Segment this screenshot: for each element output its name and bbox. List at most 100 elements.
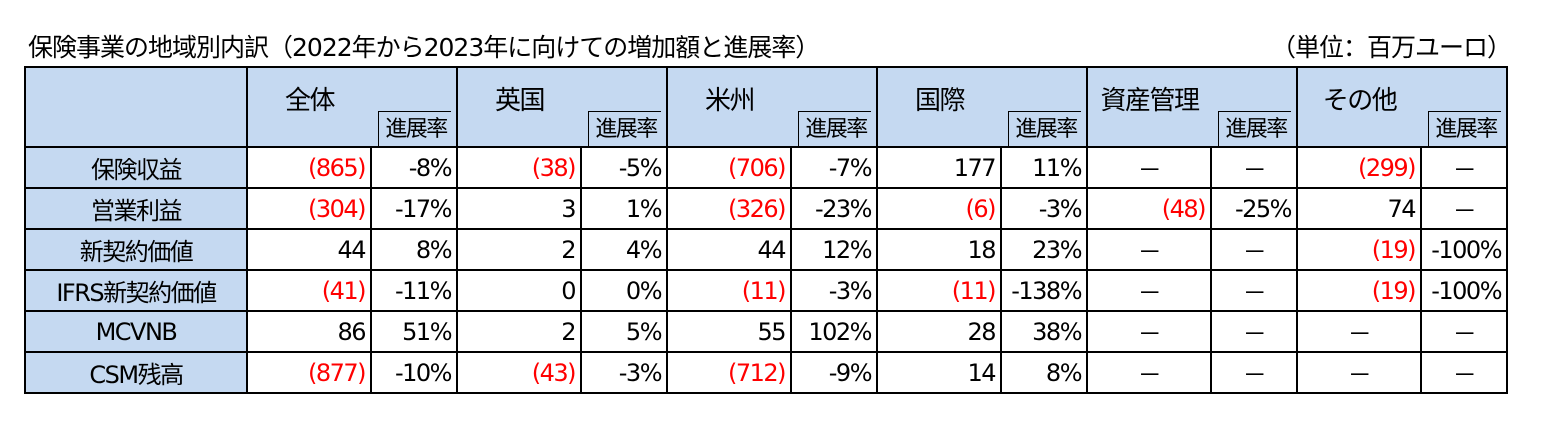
row-label: MCVNB <box>24 310 248 353</box>
value-cell: 55 <box>666 310 792 353</box>
rate-cell: -5% <box>580 146 668 189</box>
rate-cell: － <box>1420 146 1508 189</box>
row-label: 保険収益 <box>24 146 248 189</box>
rate-header-other: 進展率 <box>1421 66 1508 148</box>
value-cell: (712) <box>666 351 792 394</box>
value-cell: － <box>1086 351 1212 394</box>
header-row: 全体 進展率 英国 進展率 米州 進展率 国際 進展率 資産管理 進展率 その他… <box>24 66 1508 148</box>
table-row: MCVNB 86 51% 2 5% 55 102% 28 38% －－－－ <box>24 310 1508 353</box>
value-cell: － <box>1296 351 1422 394</box>
rate-cell: － <box>1420 187 1508 230</box>
value-cell: 2 <box>456 310 582 353</box>
col-header-other: その他 <box>1296 66 1421 148</box>
value-cell: 0 <box>456 269 582 312</box>
value-cell: (304) <box>246 187 372 230</box>
value-cell: (41) <box>246 269 372 312</box>
value-cell: 3 <box>456 187 582 230</box>
rate-cell: － <box>1210 146 1298 189</box>
value-cell: 44 <box>246 228 372 271</box>
rate-cell: － <box>1210 351 1298 394</box>
value-cell: (43) <box>456 351 582 394</box>
row-label: 新契約価値 <box>24 228 248 271</box>
rate-cell: -10% <box>370 351 458 394</box>
rate-cell: -11% <box>370 269 458 312</box>
rate-cell: － <box>1420 310 1508 353</box>
value-cell: 86 <box>246 310 372 353</box>
table-row: 保険収益 (865) -8% (38) -5% (706) -7% 177 11% －－ (299)… <box>24 146 1508 189</box>
col-header-americas: 米州 <box>666 66 791 148</box>
rate-cell: 5% <box>580 310 668 353</box>
col-header-asset-management: 資産管理 <box>1086 66 1211 148</box>
value-cell: (48) <box>1086 187 1212 230</box>
value-cell: (299) <box>1296 146 1422 189</box>
rate-header-americas: 進展率 <box>791 66 878 148</box>
value-cell: (326) <box>666 187 792 230</box>
table-row: CSM残高 (877) -10% (43) -3% (712) -9% 14 8% －－－－ <box>24 351 1508 394</box>
rate-cell: 51% <box>370 310 458 353</box>
rate-cell: -17% <box>370 187 458 230</box>
insurance-region-table: 全体 進展率 英国 進展率 米州 進展率 国際 進展率 資産管理 進展率 その他… <box>24 66 1508 394</box>
value-cell: (706) <box>666 146 792 189</box>
col-header-uk: 英国 <box>456 66 581 148</box>
rate-cell: -8% <box>370 146 458 189</box>
value-cell: (19) <box>1296 228 1422 271</box>
rate-cell: -3% <box>790 269 878 312</box>
rate-header-international: 進展率 <box>1001 66 1088 148</box>
col-header-total: 全体 <box>246 66 371 148</box>
rate-header-label: 進展率 <box>588 111 661 145</box>
value-cell: － <box>1086 310 1212 353</box>
rate-cell: -100% <box>1420 269 1508 312</box>
rate-cell: 8% <box>370 228 458 271</box>
rate-cell: － <box>1210 269 1298 312</box>
rate-cell: -9% <box>790 351 878 394</box>
rate-cell: -100% <box>1420 228 1508 271</box>
value-cell: 18 <box>876 228 1002 271</box>
value-cell: 74 <box>1296 187 1422 230</box>
value-cell: (865) <box>246 146 372 189</box>
value-cell: － <box>1086 269 1212 312</box>
rate-cell: -23% <box>790 187 878 230</box>
row-label: 営業利益 <box>24 187 248 230</box>
value-cell: 177 <box>876 146 1002 189</box>
rate-cell: -3% <box>580 351 668 394</box>
value-cell: － <box>1296 310 1422 353</box>
rate-cell: 12% <box>790 228 878 271</box>
row-label: CSM残高 <box>24 351 248 394</box>
value-cell: (11) <box>666 269 792 312</box>
rate-header-label: 進展率 <box>798 111 871 145</box>
table-title: 保険事業の地域別内訳（2022年から2023年に向けての増加額と進展率） <box>28 33 820 62</box>
rate-cell: 0% <box>580 269 668 312</box>
value-cell: － <box>1086 228 1212 271</box>
rate-header-asset-management: 進展率 <box>1211 66 1298 148</box>
value-cell: 28 <box>876 310 1002 353</box>
unit-label: （単位：百万ユーロ） <box>1270 33 1512 62</box>
value-cell: (38) <box>456 146 582 189</box>
row-label: IFRS新契約価値 <box>24 269 248 312</box>
rate-cell: － <box>1210 310 1298 353</box>
rate-cell: 8% <box>1000 351 1088 394</box>
rate-cell: 11% <box>1000 146 1088 189</box>
corner-cell <box>24 66 248 148</box>
value-cell: 44 <box>666 228 792 271</box>
rate-cell: － <box>1420 351 1508 394</box>
rate-cell: 38% <box>1000 310 1088 353</box>
rate-cell: 23% <box>1000 228 1088 271</box>
rate-header-label: 進展率 <box>378 111 451 145</box>
table-row: 新契約価値 44 8% 2 4% 44 12% 18 23% －－ (19) -100% <box>24 228 1508 271</box>
value-cell: 2 <box>456 228 582 271</box>
value-cell: － <box>1086 146 1212 189</box>
rate-header-label: 進展率 <box>1218 111 1291 145</box>
rate-cell: 1% <box>580 187 668 230</box>
rate-cell: 4% <box>580 228 668 271</box>
rate-cell: -25% <box>1210 187 1298 230</box>
rate-cell: － <box>1210 228 1298 271</box>
rate-cell: -7% <box>790 146 878 189</box>
col-header-international: 国際 <box>876 66 1001 148</box>
value-cell: (11) <box>876 269 1002 312</box>
table-row: IFRS新契約価値 (41) -11% 0 0% (11) -3% (11) -138% －－ (1… <box>24 269 1508 312</box>
rate-header-label: 進展率 <box>1428 111 1501 145</box>
value-cell: (19) <box>1296 269 1422 312</box>
rate-cell: -138% <box>1000 269 1088 312</box>
rate-cell: -3% <box>1000 187 1088 230</box>
rate-header-uk: 進展率 <box>581 66 668 148</box>
